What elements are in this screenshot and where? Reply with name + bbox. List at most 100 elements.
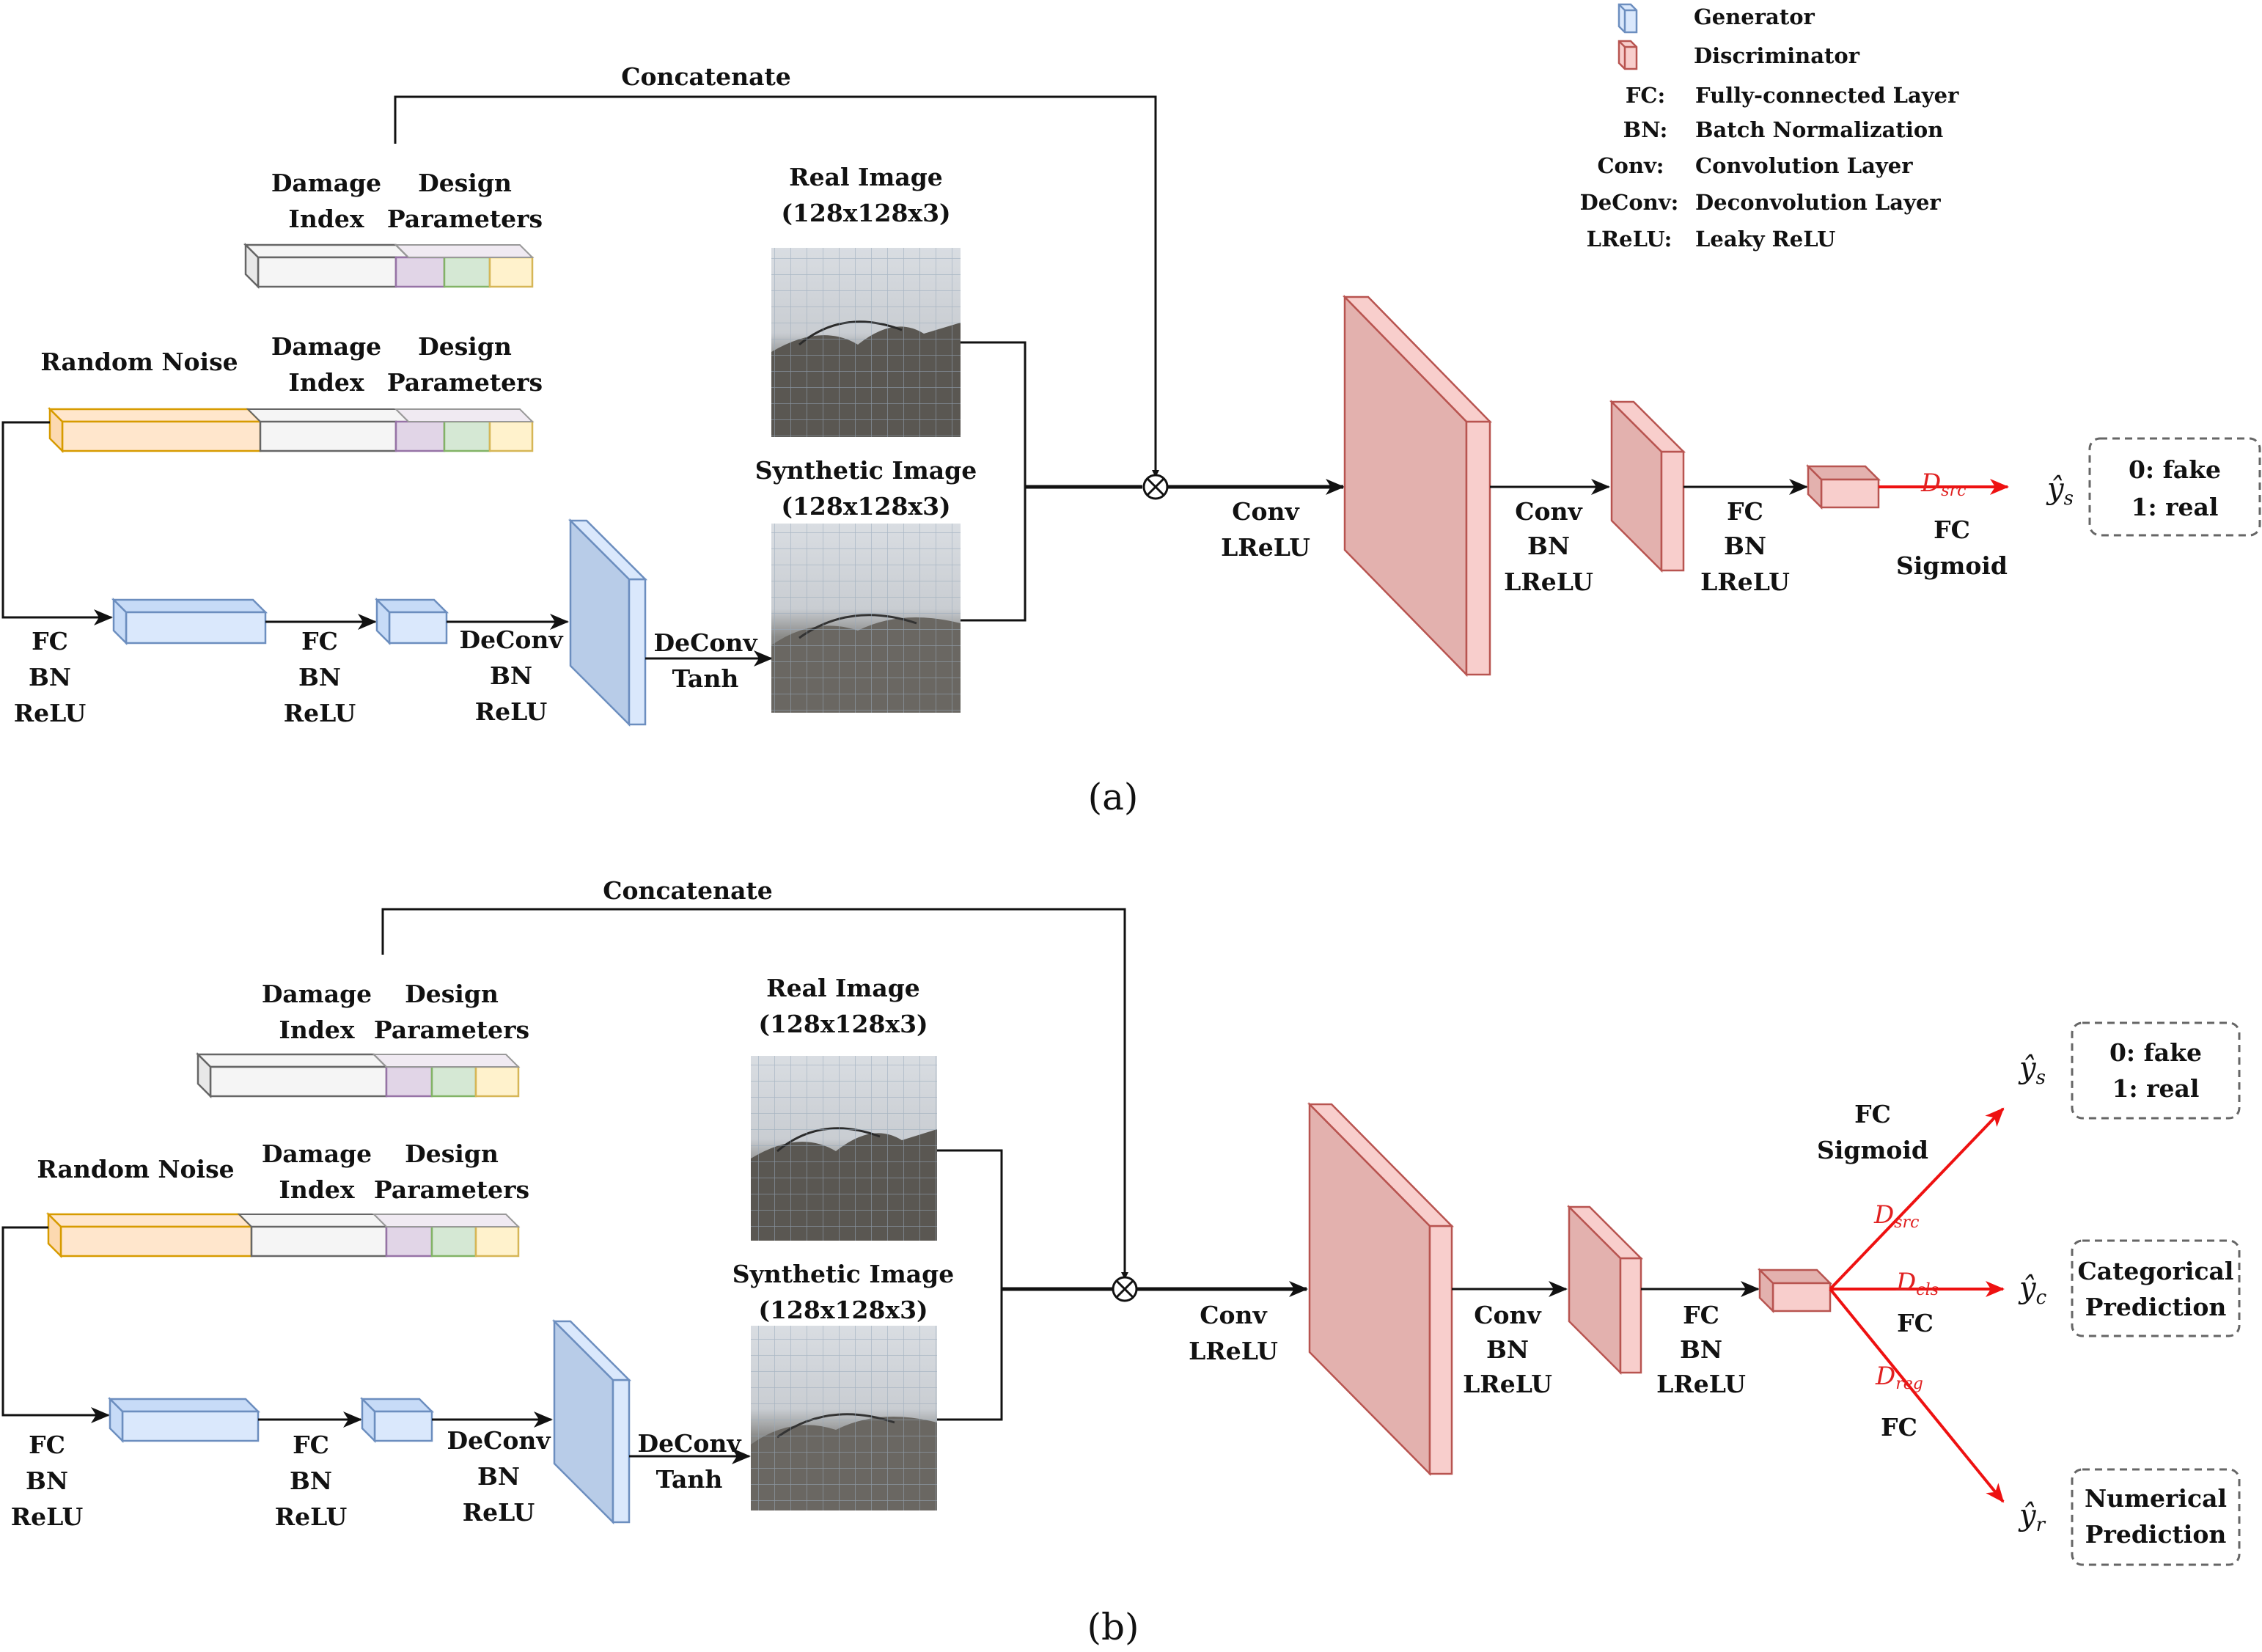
discriminator-conv1-block xyxy=(1343,294,1492,678)
d-src-label-b: Dsrc xyxy=(1873,1200,1919,1232)
concatenate-label: Concatenate xyxy=(621,62,791,91)
gen-fc1-label-b3: ReLU xyxy=(11,1502,84,1531)
design-parameters-label-3: Design xyxy=(418,332,512,361)
out-fc-label-2: Sigmoid xyxy=(1896,551,2008,580)
generator-deconv-block-b xyxy=(551,1318,632,1525)
gen-deconv1-label-b1: DeConv xyxy=(447,1426,551,1455)
reg-result-box-b xyxy=(2071,1468,2241,1566)
gen-fc2-label-b1: FC xyxy=(293,1431,329,1459)
panel-a: Concatenate Damage Index Design Paramete… xyxy=(1,62,2261,818)
result-fake-label: 0: fake xyxy=(2129,455,2221,484)
gen-fc2-label-2: BN xyxy=(298,663,341,691)
concatenate-line xyxy=(394,95,1159,477)
disc-conv2-label-2: BN xyxy=(1527,532,1570,560)
synthetic-image-label-2: (128x128x3) xyxy=(781,492,950,521)
disc-conv1-label-1: Conv xyxy=(1232,497,1299,526)
panel-b: Concatenate Damage Index Design Paramete… xyxy=(1,876,2241,1648)
noise-to-fc-arrow-b xyxy=(1,1226,110,1423)
noise-vector-b xyxy=(45,1211,521,1259)
legend-abbr-bn: BN: xyxy=(1623,117,1668,142)
random-noise-label-b: Random Noise xyxy=(37,1155,234,1183)
cls-fc-label: FC xyxy=(1897,1309,1934,1337)
gen-deconv2-label-b2: Tanh xyxy=(656,1465,723,1494)
categorical-label-2: Prediction xyxy=(2085,1293,2227,1321)
gen-fc1-label-2: BN xyxy=(29,663,71,691)
design-parameters-label-4: Parameters xyxy=(387,368,543,397)
synthetic-image-label-b1: Synthetic Image xyxy=(732,1260,954,1288)
noise-to-fc-arrow xyxy=(1,421,113,625)
real-image xyxy=(771,248,961,437)
y-c-output-b: ŷc xyxy=(2018,1271,2047,1309)
result-fake-label-b: 0: fake xyxy=(2109,1038,2202,1067)
src-result-box-b xyxy=(2071,1021,2241,1120)
y-r-output-b: ŷr xyxy=(2018,1499,2046,1536)
gen-fc1-label-1: FC xyxy=(32,627,68,656)
generator-fc1-block xyxy=(111,597,268,646)
disc-conv1-label-b2: LReLU xyxy=(1189,1337,1278,1365)
gen-deconv2-label-b1: DeConv xyxy=(637,1429,741,1458)
disc-fc-label-b3: LReLU xyxy=(1656,1370,1746,1398)
disc-conv2-label-b3: LReLU xyxy=(1463,1370,1552,1398)
discriminator-conv1-block-b xyxy=(1307,1101,1454,1477)
caption-b: (b) xyxy=(1087,1606,1139,1648)
gen-fc2-label-b2: BN xyxy=(290,1466,332,1495)
generator-legend-icon xyxy=(1617,3,1638,34)
random-noise-label: Random Noise xyxy=(40,348,238,376)
src-fc-label-1: FC xyxy=(1854,1100,1891,1128)
damage-index-label-2: Index xyxy=(288,205,364,233)
d-src-label: Dsrc xyxy=(1920,469,1966,500)
concat-op-icon xyxy=(1142,474,1169,500)
legend-abbr-deconv: DeConv: xyxy=(1580,190,1679,215)
disc-fc-label-b2: BN xyxy=(1680,1335,1722,1364)
gen-deconv1-label-1: DeConv xyxy=(459,625,563,654)
condition-vector-top xyxy=(243,242,535,290)
generator-fc1-block-b xyxy=(107,1396,261,1444)
discriminator-conv2-block-b xyxy=(1566,1204,1644,1376)
numerical-label-1: Numerical xyxy=(2085,1484,2227,1513)
disc-fc-label-b1: FC xyxy=(1683,1301,1719,1329)
gen-deconv1-label-b3: ReLU xyxy=(463,1498,535,1527)
real-image-b xyxy=(751,1056,937,1241)
generator-fc2-block-b xyxy=(359,1396,435,1444)
disc-conv1-label-b1: Conv xyxy=(1200,1301,1267,1329)
discriminator-conv2-block xyxy=(1609,399,1686,573)
damage-index-label-1: Damage xyxy=(271,169,381,197)
merge-bracket-b xyxy=(937,1149,1003,1421)
gen-deconv1-label-b2: BN xyxy=(477,1462,520,1491)
damage-index-label-b1: Damage xyxy=(262,980,372,1008)
synthetic-image-b xyxy=(751,1326,937,1510)
caption-a: (a) xyxy=(1088,776,1139,818)
discriminator-fc-block xyxy=(1805,463,1881,510)
legend-desc-deconv: Deconvolution Layer xyxy=(1695,190,1941,215)
gen-deconv2-label-1: DeConv xyxy=(653,628,757,657)
y-s-output-b: ŷs xyxy=(2018,1051,2046,1089)
real-image-label-b2: (128x128x3) xyxy=(758,1010,928,1038)
concat-op-icon-b xyxy=(1112,1276,1138,1302)
reg-fc-label: FC xyxy=(1881,1413,1917,1442)
gen-fc1-label-3: ReLU xyxy=(14,699,87,727)
design-parameters-label-b4: Parameters xyxy=(374,1175,529,1204)
disc-conv2-label-b1: Conv xyxy=(1474,1301,1541,1329)
gen-deconv2-label-2: Tanh xyxy=(672,664,739,693)
real-image-label-1: Real Image xyxy=(789,163,943,191)
design-parameters-label-b3: Design xyxy=(405,1139,499,1168)
design-parameters-label-b1: Design xyxy=(405,980,499,1008)
gen-fc1-label-b2: BN xyxy=(26,1466,68,1495)
real-image-label-2: (128x128x3) xyxy=(781,199,950,227)
src-result-box xyxy=(2088,437,2261,537)
gen-deconv1-label-3: ReLU xyxy=(475,697,548,726)
gen-fc2-label-1: FC xyxy=(301,627,338,656)
damage-index-label-3: Damage xyxy=(271,332,381,361)
gen-fc2-label-b3: ReLU xyxy=(275,1502,348,1531)
y-s-output: ŷs xyxy=(2046,472,2074,510)
legend: Generator Discriminator FC: Fully-connec… xyxy=(1580,3,1959,252)
disc-fc-label-2: BN xyxy=(1724,532,1766,560)
reg-branch-arrow xyxy=(1829,1288,2005,1503)
generator-fc2-block xyxy=(374,597,449,646)
disc-fc-label-1: FC xyxy=(1727,497,1763,526)
damage-index-label-b3: Damage xyxy=(262,1139,372,1168)
disc-conv2-label-b2: BN xyxy=(1486,1335,1529,1364)
legend-abbr-conv: Conv: xyxy=(1597,153,1664,178)
disc-conv2-label-3: LReLU xyxy=(1504,568,1593,596)
